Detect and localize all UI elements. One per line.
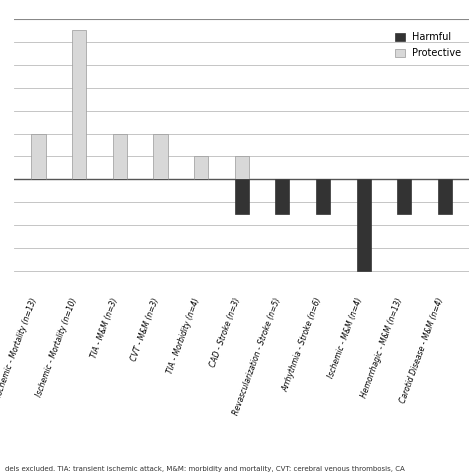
Legend: Harmful, Protective: Harmful, Protective <box>392 29 465 61</box>
Bar <box>397 179 411 214</box>
Bar <box>316 179 330 214</box>
Bar <box>31 134 46 179</box>
Bar <box>194 156 208 179</box>
Bar <box>154 134 168 179</box>
Bar <box>235 156 249 179</box>
Bar <box>356 179 371 271</box>
Bar <box>235 179 249 214</box>
Text: dels excluded. TIA: transient ischemic attack, M&M: morbidity and mortality, CVT: dels excluded. TIA: transient ischemic a… <box>5 465 404 472</box>
Bar <box>438 179 452 214</box>
Bar <box>113 134 127 179</box>
Bar <box>72 30 86 179</box>
Bar <box>275 179 290 214</box>
